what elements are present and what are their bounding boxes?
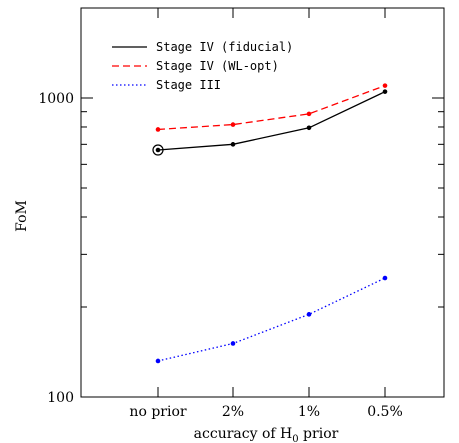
x-axis-label-main: accuracy of H — [194, 426, 293, 442]
plot-frame — [80, 7, 445, 398]
data-point — [306, 312, 312, 317]
data-point — [155, 127, 161, 132]
data-point — [382, 275, 388, 281]
data-point — [230, 341, 236, 346]
data-point — [306, 125, 312, 131]
x-tick-label: no prior — [129, 404, 186, 420]
x-axis-label-tail: prior — [299, 426, 339, 442]
series-layer — [152, 83, 388, 364]
legend-label: Stage IV (WL-opt) — [156, 59, 279, 73]
y-tick-label-1000: 1000 — [38, 91, 74, 107]
data-point — [382, 83, 388, 88]
data-point — [306, 111, 312, 117]
highlight-ring — [152, 144, 164, 156]
data-point — [155, 147, 161, 153]
data-point — [382, 89, 388, 94]
x-axis-label: accuracy of H0 prior — [194, 426, 339, 443]
series-line — [157, 91, 386, 151]
series-line — [157, 85, 386, 131]
x-tick-label: 2% — [222, 404, 244, 420]
x-axis-label-sub: 0 — [292, 434, 298, 443]
legend-label: Stage IV (fiducial) — [156, 40, 293, 54]
legend-label: Stage III — [156, 78, 221, 92]
y-axis-label: FoM — [14, 200, 30, 232]
y-ticks — [81, 7, 444, 398]
x-tick-label: 1% — [298, 404, 320, 420]
series-line — [157, 277, 386, 362]
data-point — [230, 142, 236, 147]
x-tick-label: 0.5% — [367, 404, 403, 420]
y-tick-label-100: 100 — [47, 390, 74, 406]
data-point — [230, 122, 236, 127]
legend: Stage IV (fiducial) Stage IV (WL-opt) Stag… — [112, 40, 293, 92]
data-point — [155, 358, 161, 364]
x-ticks: no prior 2% 1% 0.5% — [129, 8, 403, 420]
